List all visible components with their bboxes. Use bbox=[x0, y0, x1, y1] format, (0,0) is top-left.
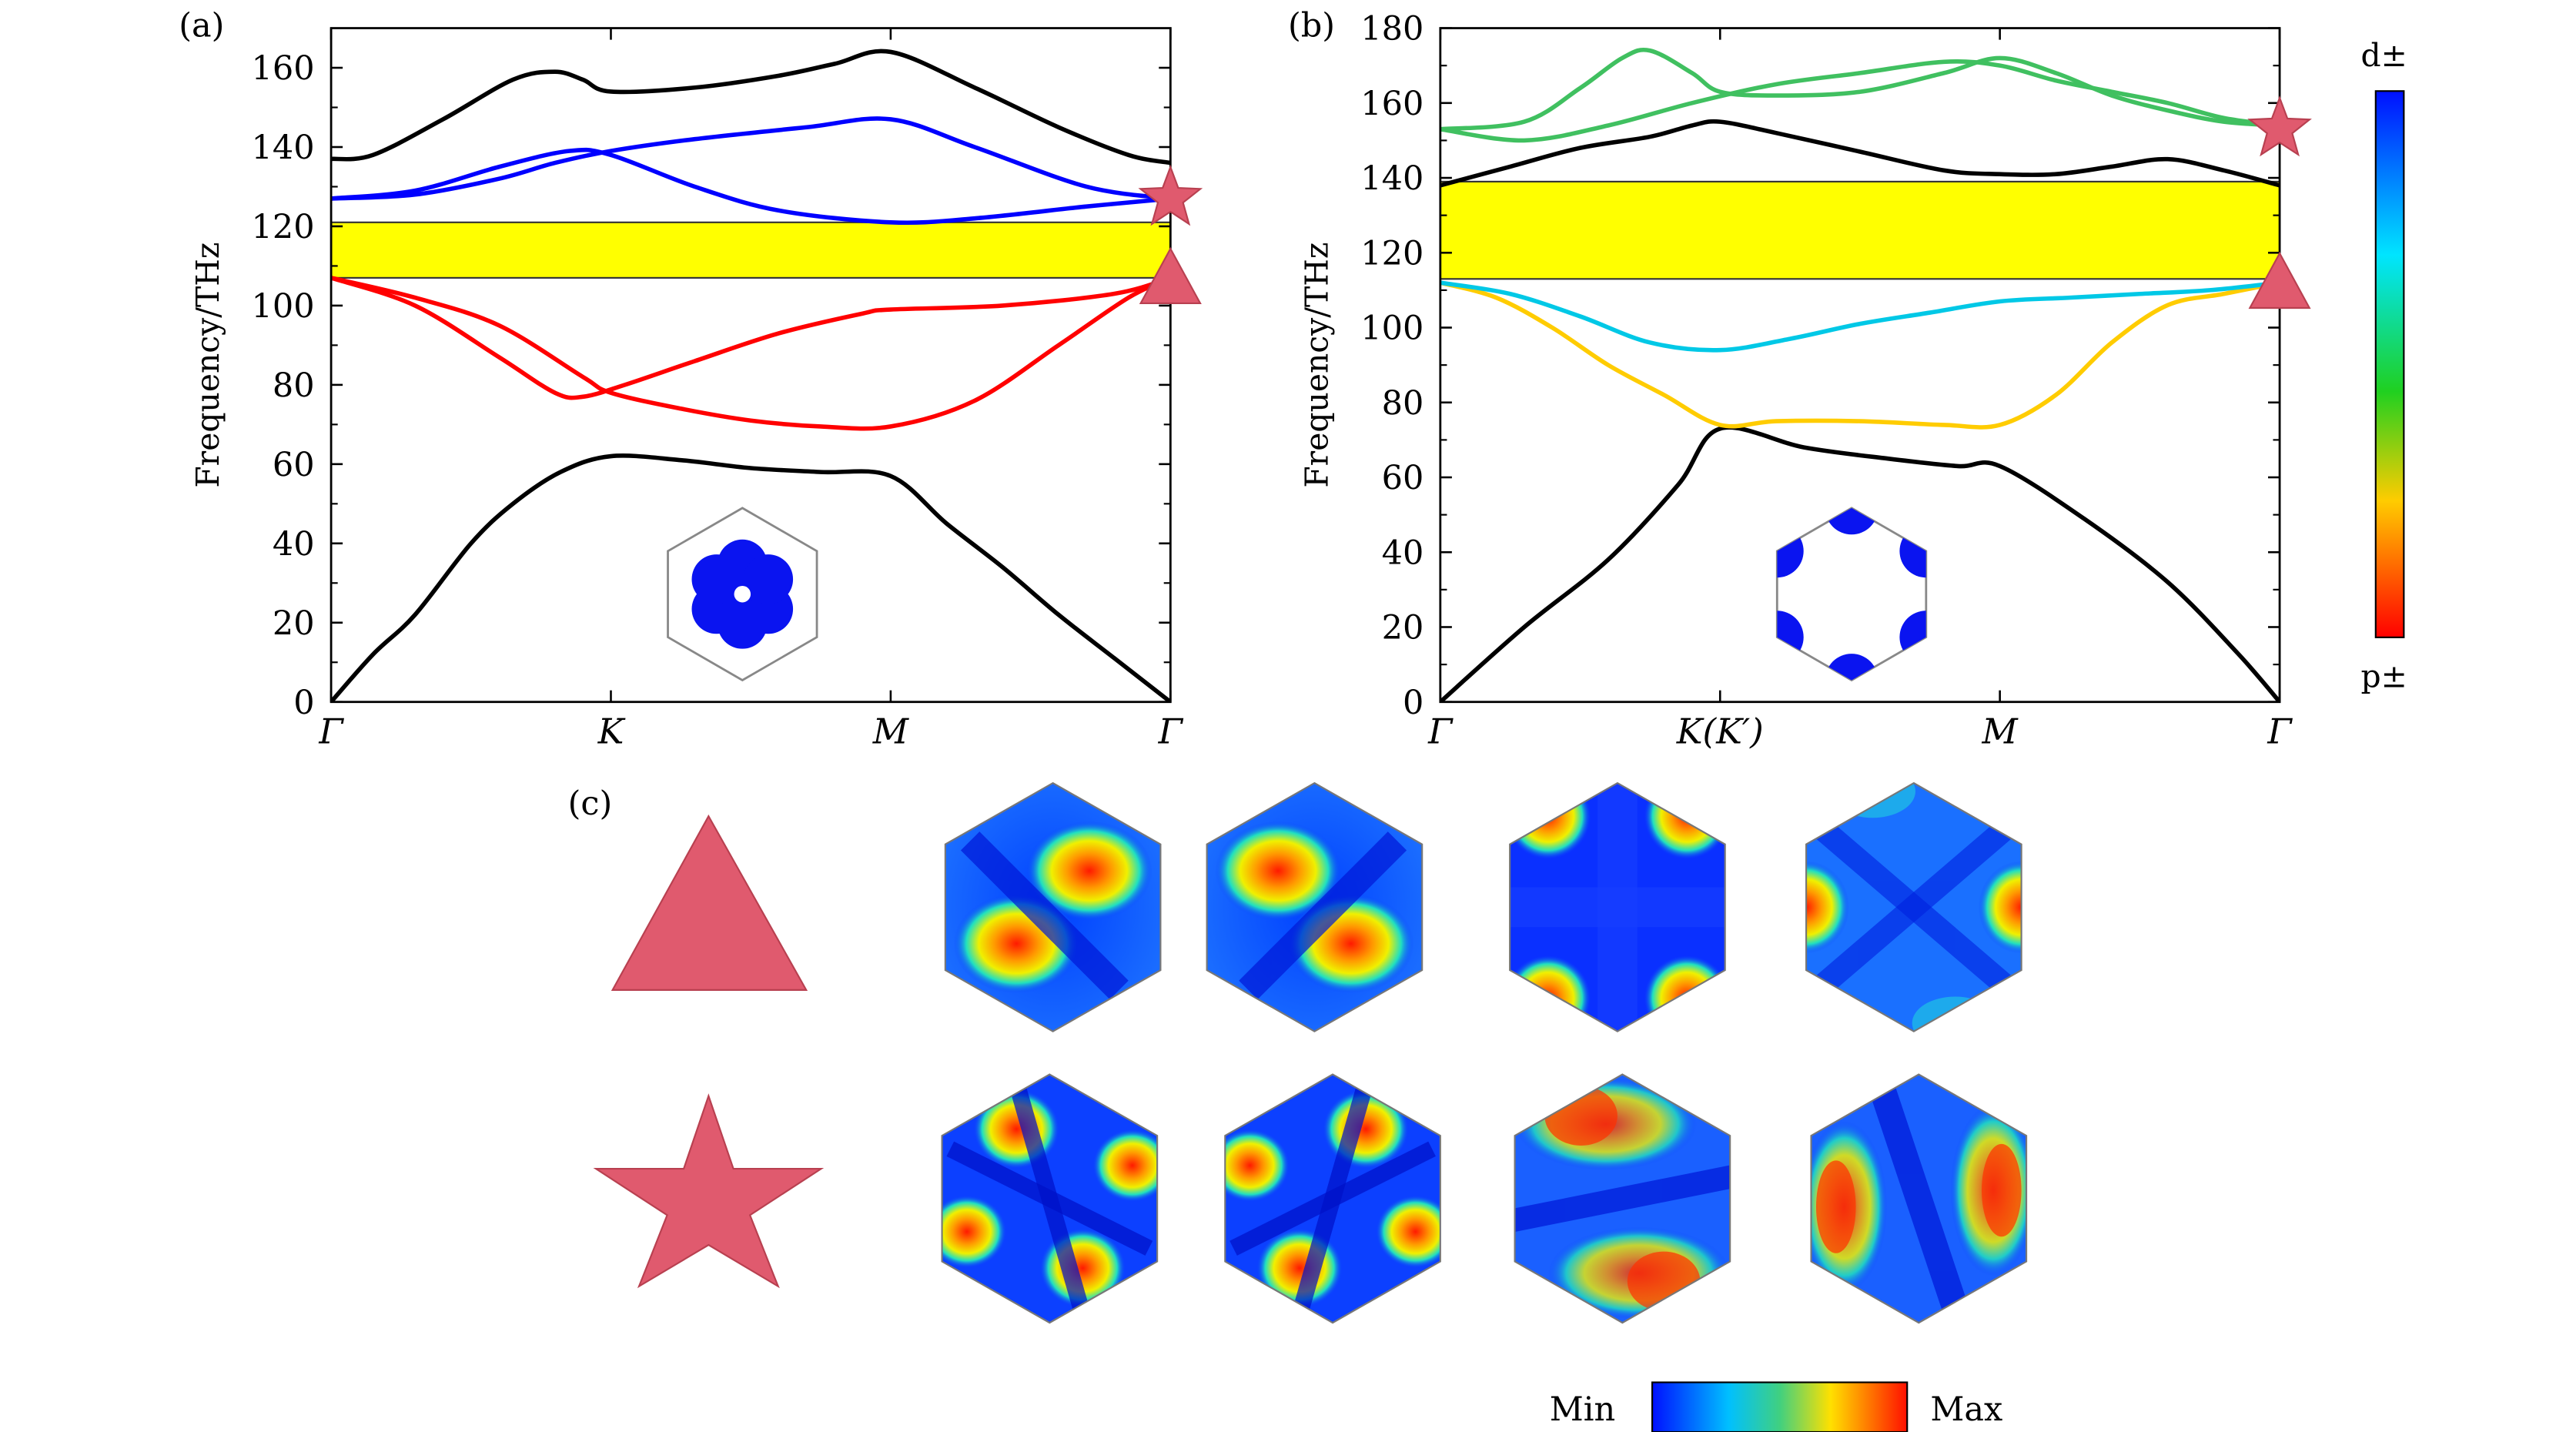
y-tick-label: 40 bbox=[1382, 534, 1424, 572]
x-tick-label: M bbox=[1982, 711, 2019, 751]
y-tick-label: 140 bbox=[1360, 159, 1423, 198]
field-mode-hex bbox=[944, 781, 1162, 1032]
star-marker bbox=[2247, 95, 2312, 157]
x-tick-label: M bbox=[872, 711, 910, 751]
field-colorbar bbox=[1651, 1381, 1909, 1432]
y-tick-label: 60 bbox=[1382, 459, 1424, 497]
x-tick-label: Γ bbox=[1158, 711, 1184, 751]
band-gap bbox=[1439, 180, 2281, 280]
field-mode-hex bbox=[1224, 1073, 1441, 1324]
field-mode-hex bbox=[1514, 1073, 1731, 1324]
band-curve bbox=[331, 147, 1171, 226]
band-curve bbox=[331, 276, 1171, 431]
band-curve bbox=[331, 116, 1171, 201]
panel-label-b: (b) bbox=[1288, 6, 1335, 45]
y-tick-label: 120 bbox=[1360, 234, 1423, 273]
panel-a: 0 20 40 60 80 100 120 140 160 Γ K M Γ Frequency/THz bbox=[189, 27, 1203, 751]
band-curve bbox=[1440, 425, 2280, 702]
y-tick-label: 80 bbox=[1382, 384, 1424, 423]
y-tick-label: 160 bbox=[1360, 85, 1423, 123]
band-curve bbox=[1440, 280, 2280, 430]
y-axis-label: Frequency/THz bbox=[189, 243, 226, 488]
panel-label-a: (a) bbox=[179, 6, 224, 45]
y-tick-label: 180 bbox=[1360, 10, 1423, 49]
triangle-marker bbox=[1139, 246, 1202, 305]
band-curve bbox=[331, 49, 1171, 166]
triangle-marker bbox=[2248, 251, 2311, 309]
colorbar-bottom-label: p± bbox=[2360, 657, 2407, 694]
band-curve bbox=[1440, 280, 2280, 353]
x-tick-label: K bbox=[597, 711, 626, 751]
band-curve bbox=[1440, 59, 2280, 143]
band-curve bbox=[331, 453, 1171, 702]
y-tick-label: 140 bbox=[251, 129, 314, 167]
field-mode-hex bbox=[1805, 781, 2022, 1032]
y-tick-label: 40 bbox=[273, 525, 315, 564]
y-axis-label: Frequency/THz bbox=[1299, 243, 1336, 488]
y-tick-label: 0 bbox=[1403, 684, 1423, 722]
x-tick-label: Γ bbox=[1427, 711, 1454, 751]
panel-label-c: (c) bbox=[568, 785, 613, 823]
y-tick-label: 160 bbox=[251, 49, 314, 88]
y-tick-label: 100 bbox=[1360, 309, 1423, 348]
band-curve bbox=[1440, 119, 2280, 188]
x-tick-label: K(K′) bbox=[1676, 711, 1764, 751]
band-curve bbox=[1440, 47, 2280, 132]
x-tick-label: Γ bbox=[318, 711, 344, 751]
band-colorbar bbox=[2374, 90, 2405, 638]
field-mode-hex bbox=[1206, 781, 1423, 1032]
x-tick-label: Γ bbox=[2267, 711, 2293, 751]
colorbar-top-label: d± bbox=[2360, 37, 2407, 74]
star-symbol bbox=[593, 1093, 825, 1289]
triangle-symbol bbox=[611, 814, 808, 991]
field-mode-hex bbox=[941, 1073, 1159, 1324]
unit-cell-inset bbox=[667, 507, 818, 682]
y-tick-label: 80 bbox=[273, 366, 315, 405]
field-mode-hex bbox=[1509, 781, 1726, 1032]
y-tick-label: 60 bbox=[273, 446, 315, 484]
field-colorbar-max-label: Max bbox=[1930, 1390, 2002, 1429]
panel-b: 0 20 40 60 80 100 120 140 160 180 Γ K(K′) M Γ Frequenc… bbox=[1299, 10, 2312, 751]
unit-cell-inset bbox=[1775, 507, 1928, 682]
band-gap bbox=[330, 221, 1172, 279]
field-colorbar-min-label: Min bbox=[1550, 1390, 1615, 1429]
star-marker bbox=[1138, 164, 1203, 226]
y-tick-label: 120 bbox=[251, 208, 314, 246]
band-curve bbox=[331, 276, 1171, 400]
y-tick-label: 20 bbox=[273, 604, 315, 643]
y-tick-label: 20 bbox=[1382, 609, 1424, 647]
field-mode-hex bbox=[1810, 1073, 2028, 1324]
y-tick-label: 0 bbox=[293, 684, 314, 722]
y-tick-label: 100 bbox=[251, 287, 314, 326]
plot-frame bbox=[330, 27, 1172, 704]
